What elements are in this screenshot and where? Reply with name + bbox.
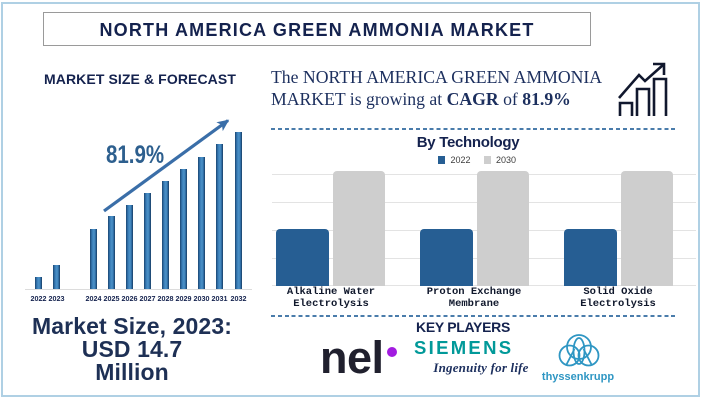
svg-text:2028: 2028: [158, 294, 174, 303]
svg-text:2023: 2023: [49, 294, 65, 303]
svg-text:2025: 2025: [104, 294, 120, 303]
svg-text:2027: 2027: [140, 294, 156, 303]
svg-text:2024: 2024: [86, 294, 102, 303]
svg-text:2032: 2032: [231, 294, 247, 303]
svg-text:2022: 2022: [31, 294, 47, 303]
svg-text:2031: 2031: [212, 294, 228, 303]
svg-text:2029: 2029: [176, 294, 192, 303]
svg-text:2030: 2030: [194, 294, 210, 303]
svg-text:2026: 2026: [122, 294, 138, 303]
